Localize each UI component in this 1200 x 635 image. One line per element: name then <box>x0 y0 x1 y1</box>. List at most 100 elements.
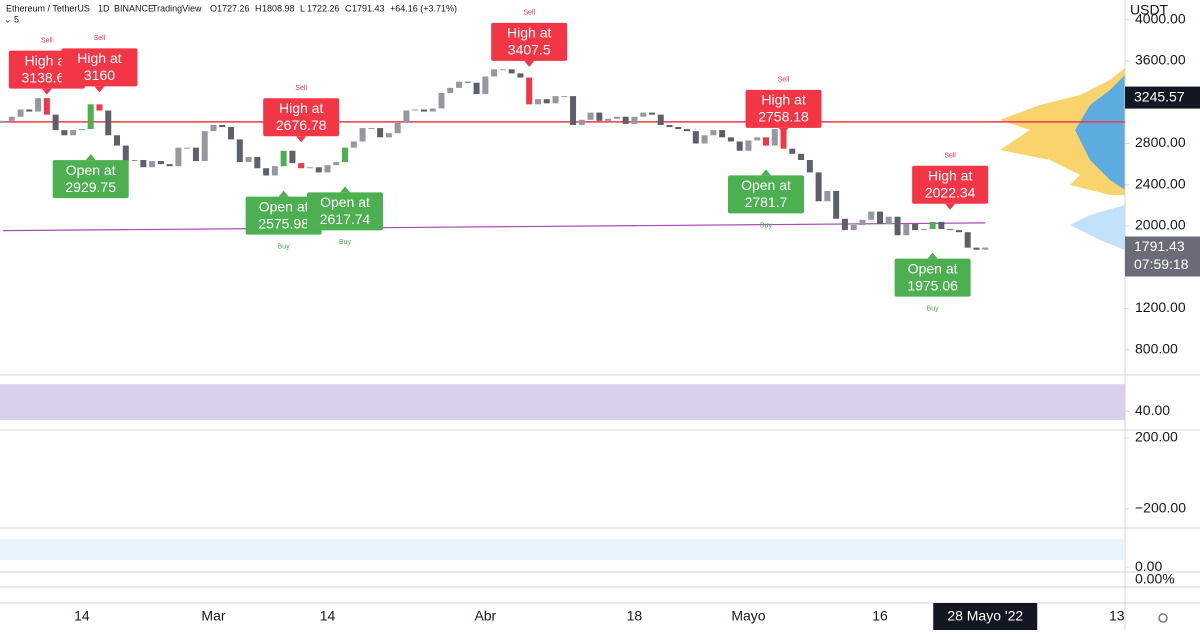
annotation-box <box>245 196 322 235</box>
header: Ethereum / TetherUS 1D BINANCE TradingVi… <box>4 2 1169 25</box>
candle <box>324 165 331 173</box>
candle <box>26 109 33 112</box>
pane-band <box>0 539 1125 561</box>
candle <box>727 137 734 142</box>
symbol: Ethereum / TetherUS <box>6 3 90 13</box>
candle <box>771 129 778 146</box>
candle <box>973 247 980 250</box>
candle <box>701 135 708 144</box>
candle <box>17 109 24 117</box>
candle <box>780 129 787 149</box>
candle <box>61 130 68 136</box>
candle <box>903 223 910 236</box>
y-tick-label: 2400.00 <box>1135 175 1186 191</box>
candle <box>929 221 936 230</box>
annotation-value: 2617.74 <box>320 211 371 227</box>
candle <box>622 116 629 124</box>
annotation-value: 2676.78 <box>276 117 327 133</box>
candle <box>289 150 296 164</box>
annotation-arrow <box>41 88 52 95</box>
candle <box>219 124 226 128</box>
y-tick-label: 4000.00 <box>1135 10 1186 26</box>
chevron[interactable]: ⌄ <box>4 14 12 24</box>
candle <box>894 216 901 236</box>
candle <box>859 219 866 225</box>
candle <box>833 190 840 219</box>
candle <box>534 99 541 105</box>
candle <box>850 224 857 231</box>
candle <box>228 127 235 140</box>
currency: USDT <box>1130 2 1169 18</box>
annotation-label: High at <box>25 52 69 68</box>
candle <box>482 76 489 95</box>
candle <box>201 131 208 162</box>
candle <box>464 81 471 83</box>
candle <box>806 160 813 173</box>
y-tick-label: 200.00 <box>1135 429 1178 445</box>
candle <box>175 147 182 167</box>
candle <box>684 129 691 132</box>
signal-label: Sell <box>944 153 956 160</box>
candle <box>131 160 138 162</box>
candle <box>798 153 805 161</box>
x-tick-label: Abr <box>474 608 496 624</box>
candle <box>210 124 217 132</box>
annotation-arrow <box>778 127 789 134</box>
candle <box>824 190 831 202</box>
candle <box>140 160 147 168</box>
annotation-label: Open at <box>66 162 116 178</box>
x-tick-label: 14 <box>74 608 90 624</box>
annotation-label: High at <box>928 167 972 183</box>
ohlc-key: L <box>300 3 305 13</box>
annotation-box <box>491 22 568 61</box>
annotation-box <box>912 165 989 204</box>
candle <box>298 163 305 169</box>
candle <box>719 130 726 138</box>
candle <box>587 112 594 120</box>
ohlc-value: 1791.43 <box>352 3 385 13</box>
candle <box>394 122 401 134</box>
annotation-label: High at <box>761 92 805 108</box>
annotation-value: 2929.75 <box>65 179 116 195</box>
candle <box>815 172 822 202</box>
y-tick-label: 2800.00 <box>1135 134 1186 150</box>
candle <box>570 96 577 125</box>
y-tick-label: 3600.00 <box>1135 52 1186 68</box>
x-tick-label: 13 <box>1109 608 1125 624</box>
annotation-label: High at <box>77 50 121 66</box>
candle <box>631 116 638 124</box>
annotation-label: High at <box>279 100 323 116</box>
candle <box>236 139 243 163</box>
annotation-box <box>894 258 971 297</box>
candle <box>885 216 892 224</box>
signal-label: Buy <box>278 243 291 250</box>
candle <box>429 108 436 112</box>
candle <box>377 128 384 138</box>
ohlc-key: H <box>255 3 262 13</box>
annotation-value: 2575.98 <box>258 215 309 231</box>
change: +64.16 (+3.71%) <box>390 3 457 13</box>
signal-label: Buy <box>760 222 773 229</box>
volume-profile <box>1000 68 1125 250</box>
candle <box>271 166 278 176</box>
annotation-arrow <box>340 186 351 193</box>
candle <box>184 147 191 149</box>
annotation-arrow <box>94 86 105 93</box>
candle <box>280 150 287 167</box>
candle <box>789 148 796 154</box>
annotation-box <box>52 160 129 199</box>
annotation-label: Open at <box>741 177 791 193</box>
candle <box>333 162 340 166</box>
candle <box>245 156 252 163</box>
settings-icon[interactable] <box>1158 613 1168 623</box>
candle <box>263 168 270 176</box>
ohlc-value: 1808.98 <box>262 3 295 13</box>
candle <box>640 112 647 117</box>
